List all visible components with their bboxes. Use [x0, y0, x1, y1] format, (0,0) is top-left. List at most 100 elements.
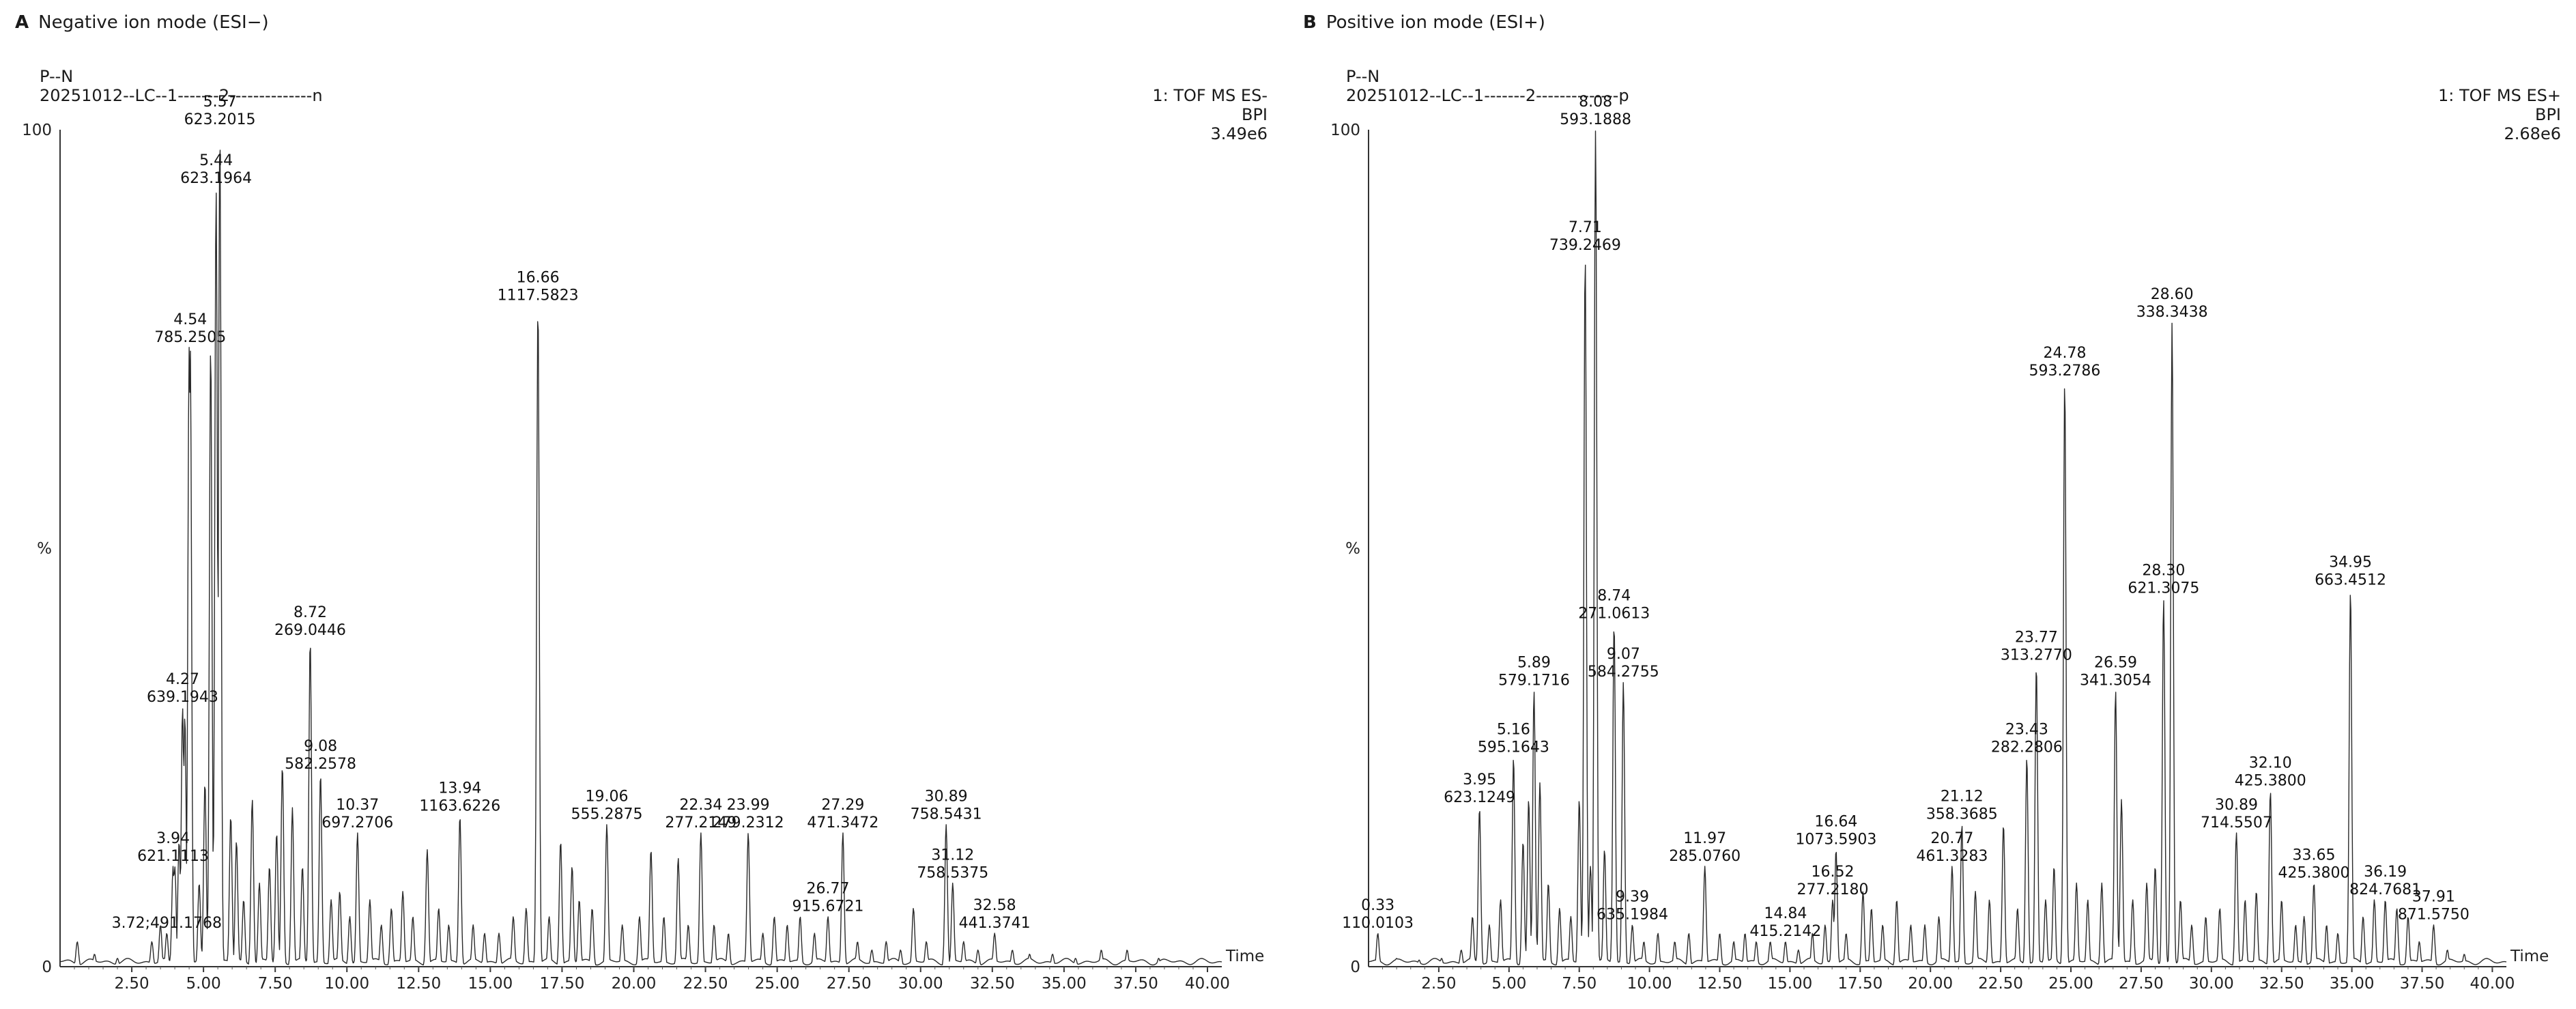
peak-label-mz: 739.2469 — [1549, 237, 1621, 254]
peak-label-mz: 785.2505 — [154, 329, 226, 346]
chromatogram-plot-negative: 0% 100 2.50 5.00 7.50 10.00 12.50 15.00 17.50 20.… — [22, 94, 1264, 993]
x-tick-label: 27.50 — [827, 975, 872, 993]
peak-label-mz: 579.1716 — [1498, 672, 1570, 689]
x-tick-label: 20.00 — [612, 975, 657, 993]
peak-label-rt: 21.12 — [1941, 788, 1984, 806]
peak-label-rt: 36.19 — [2364, 864, 2407, 881]
x-tick-label: 17.50 — [1837, 975, 1883, 993]
peak-label-rt: 5.57 — [203, 94, 237, 111]
panel-title-text: Negative ion mode (ESI−) — [38, 12, 269, 33]
peak-label-mz: 621.1113 — [137, 848, 209, 865]
peak-label-rt: 37.91 — [2412, 889, 2455, 906]
peak-label-rt: 19.06 — [585, 788, 628, 806]
peak-label-mz: 714.5507 — [2201, 814, 2272, 832]
x-tick-label: 12.50 — [396, 975, 441, 993]
peak-label-mz: 341.3054 — [2080, 672, 2151, 689]
peak-label-mz: 623.1964 — [180, 170, 252, 187]
peak-label-rt: 30.89 — [2215, 797, 2258, 814]
sample-name: P--N — [40, 67, 74, 86]
peak-label-mz: 282.2806 — [1991, 739, 2063, 756]
x-tick-label: 20.00 — [1908, 975, 1953, 993]
peak-label-mz: 279.2312 — [713, 814, 784, 832]
y-tick-label: 0 — [42, 958, 52, 976]
peak-label-mz: 758.5375 — [917, 864, 988, 881]
peak-label-rt: 8.74 — [1597, 587, 1631, 604]
peak-label-rt: 30.89 — [925, 788, 968, 806]
peak-label-rt: 9.39 — [1616, 889, 1649, 906]
peak-label-mz: 623.1249 — [1444, 789, 1515, 806]
peak-label-mz: 555.2875 — [571, 806, 642, 823]
peak-label-rt: 22.34 — [679, 797, 722, 814]
peak-label-rt: 0.33 — [1361, 897, 1394, 914]
peak-label-rt: 3.95 — [1463, 771, 1496, 788]
peak-label-rt: 34.95 — [2329, 554, 2372, 571]
panel-letter: A — [15, 12, 29, 33]
peak-label-rt: 5.44 — [199, 152, 233, 169]
peak-label-rt: 32.58 — [973, 897, 1016, 914]
intensity-max: 3.49e6 — [1210, 124, 1268, 143]
intensity-max: 2.68e6 — [2504, 124, 2561, 143]
y-tick-label: 0 — [1350, 958, 1360, 976]
peak-label-mz: 871.5750 — [2398, 907, 2470, 924]
x-tick-label: 35.00 — [1042, 975, 1087, 993]
peak-label-rt: 24.78 — [2043, 345, 2086, 362]
x-tick-label: 37.50 — [2400, 975, 2445, 993]
peak-label-mz: 285.0760 — [1669, 848, 1741, 865]
peak-label-mz: 338.3438 — [2136, 304, 2208, 321]
y-tick-label: 100 — [22, 122, 52, 139]
peak-label-rt: 13.94 — [438, 780, 481, 797]
x-tick-label: 25.00 — [2048, 975, 2093, 993]
peak-label-mz: 461.3283 — [1916, 848, 1988, 865]
peak-label-mz: 277.2149 — [665, 814, 736, 832]
peak-label-rt: 28.60 — [2151, 286, 2194, 303]
peak-label-mz: 915.6721 — [792, 898, 864, 915]
x-tick-label: 30.00 — [898, 975, 943, 993]
peak-label-mz: 582.2578 — [285, 756, 356, 773]
x-tick-label: 5.00 — [1491, 975, 1526, 993]
peak-label-mz: 471.3472 — [807, 814, 878, 832]
peak-label-mz: 639.1943 — [147, 689, 218, 706]
peak-label-mz: 1073.5903 — [1795, 831, 1876, 848]
panel-title-negative: A Negative ion mode (ESI−) — [15, 12, 269, 33]
peak-label-mz: 313.2770 — [2001, 647, 2072, 664]
peak-label-mz: 697.2706 — [321, 814, 393, 832]
x-tick-label: 15.00 — [468, 975, 513, 993]
x-tick-label: 22.50 — [683, 975, 728, 993]
peak-label-rt: 5.89 — [1517, 654, 1551, 671]
x-tick-label: 32.50 — [2259, 975, 2304, 993]
panel-title-text: Positive ion mode (ESI+) — [1326, 12, 1545, 33]
x-tick-label: 32.50 — [970, 975, 1015, 993]
x-tick-label: 30.00 — [2189, 975, 2234, 993]
peak-label-rt: 32.10 — [2249, 755, 2292, 772]
x-tick-label: 40.00 — [1185, 975, 1230, 993]
x-tick-label: 22.50 — [1978, 975, 2023, 993]
peak-label-rt: 3.94 — [156, 830, 190, 847]
x-tick-label: 5.00 — [186, 975, 221, 993]
peak-label-mz: 110.0103 — [1342, 915, 1414, 932]
trace-type: BPI — [2534, 105, 2561, 124]
x-tick-label: 17.50 — [540, 975, 585, 993]
chromatogram-trace — [60, 150, 1222, 966]
peak-label-rt: 33.65 — [2293, 847, 2336, 864]
peak-label-mz: 415.2142 — [1749, 923, 1821, 940]
x-tick-label: 7.50 — [258, 975, 293, 993]
x-tick-label: 10.00 — [1627, 975, 1672, 993]
peak-label-mz: 425.3800 — [2278, 864, 2350, 881]
peak-label-mz: 441.3741 — [959, 915, 1031, 932]
peak-label-mz: 593.2786 — [2029, 363, 2100, 380]
peak-label-rt: 9.08 — [304, 738, 337, 755]
x-tick-label: 12.50 — [1698, 975, 1743, 993]
peak-label-rt: 4.27 — [166, 671, 199, 688]
peak-label-mz: 595.1643 — [1478, 739, 1549, 756]
peak-label-rt: 5.16 — [1497, 722, 1530, 739]
x-tick-label: 37.50 — [1113, 975, 1158, 993]
peak-label-rt: 26.77 — [807, 880, 850, 897]
peak-label-mz: 635.1984 — [1597, 907, 1668, 924]
y-tick-label: 100 — [1330, 122, 1360, 139]
peak-label-mz: 1117.5823 — [498, 287, 579, 304]
function-description: 1: TOF MS ES+ — [2437, 86, 2561, 105]
peak-label-rt: 16.64 — [1814, 813, 1857, 830]
x-tick-label: 35.00 — [2330, 975, 2375, 993]
peak-label-rt: 8.72 — [294, 604, 327, 621]
x-tick-label: 40.00 — [2470, 975, 2515, 993]
